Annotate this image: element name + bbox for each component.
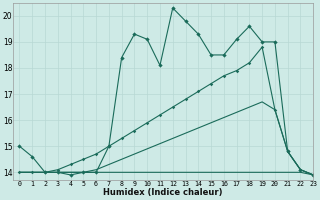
X-axis label: Humidex (Indice chaleur): Humidex (Indice chaleur) [103,188,223,197]
